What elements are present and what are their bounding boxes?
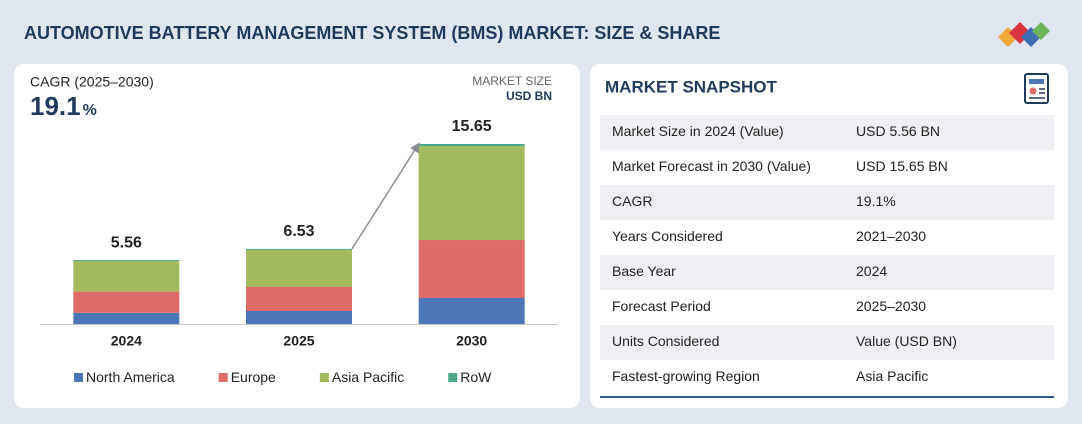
row-shade bbox=[600, 255, 1054, 290]
bar-segment bbox=[73, 261, 180, 292]
bar-segment bbox=[418, 144, 525, 147]
unit: USD BN bbox=[506, 89, 552, 103]
row-label: CAGR bbox=[612, 193, 652, 209]
row-label: Market Forecast in 2030 (Value) bbox=[612, 158, 811, 174]
unit-label: MARKET SIZE bbox=[472, 74, 552, 88]
page-title: AUTOMOTIVE BATTERY MANAGEMENT SYSTEM (BM… bbox=[24, 23, 720, 43]
growth-arrow bbox=[351, 142, 420, 250]
legend-label: North America bbox=[86, 369, 175, 385]
legend-label: RoW bbox=[460, 369, 492, 385]
logo bbox=[998, 22, 1050, 47]
row-value: 19.1% bbox=[856, 193, 896, 209]
bar-segment bbox=[246, 286, 352, 312]
row-shade bbox=[600, 185, 1054, 220]
cagr-unit: % bbox=[83, 102, 97, 119]
x-tick-label: 2024 bbox=[111, 333, 142, 349]
row-shade bbox=[600, 325, 1054, 360]
cagr-value: 19.1 bbox=[30, 91, 81, 121]
legend-label: Europe bbox=[231, 369, 276, 385]
legend-swatch bbox=[319, 373, 329, 382]
row-value: 2025–2030 bbox=[856, 298, 926, 314]
total-label: 15.65 bbox=[452, 118, 492, 135]
row-value: Value (USD BN) bbox=[856, 333, 957, 349]
row-value: USD 5.56 BN bbox=[856, 123, 940, 139]
row-label: Units Considered bbox=[612, 333, 719, 349]
bar-segment bbox=[246, 248, 352, 250]
row-shade bbox=[600, 115, 1054, 150]
bar-segment bbox=[246, 311, 352, 324]
total-label: 6.53 bbox=[283, 223, 314, 240]
x-tick-label: 2030 bbox=[456, 333, 487, 349]
bar-segment bbox=[418, 146, 525, 241]
snapshot-title: MARKET SNAPSHOT bbox=[605, 77, 778, 96]
bar-segment bbox=[418, 240, 525, 299]
bar-segment bbox=[73, 291, 180, 313]
legend-label: Asia Pacific bbox=[332, 369, 404, 385]
legend-swatch bbox=[218, 373, 228, 382]
row-label: Years Considered bbox=[612, 228, 723, 244]
row-value: 2021–2030 bbox=[856, 228, 926, 244]
row-label: Forecast Period bbox=[612, 298, 711, 314]
row-value: USD 15.65 BN bbox=[856, 158, 948, 174]
row-label: Base Year bbox=[612, 263, 676, 279]
bar-segment bbox=[73, 312, 180, 324]
x-tick-label: 2025 bbox=[283, 333, 314, 349]
legend-swatch bbox=[448, 373, 458, 382]
row-value: 2024 bbox=[856, 263, 887, 279]
row-label: Fastest-growing Region bbox=[612, 368, 760, 384]
bar-segment bbox=[246, 249, 352, 287]
bar-segment bbox=[418, 298, 525, 324]
report-icon bbox=[1024, 73, 1049, 104]
row-value: Asia Pacific bbox=[856, 368, 928, 384]
cagr-label: CAGR (2025–2030) bbox=[30, 74, 154, 90]
legend-swatch bbox=[74, 373, 83, 382]
total-label: 5.56 bbox=[111, 234, 142, 251]
bar-segment bbox=[73, 260, 180, 262]
row-label: Market Size in 2024 (Value) bbox=[612, 123, 784, 139]
